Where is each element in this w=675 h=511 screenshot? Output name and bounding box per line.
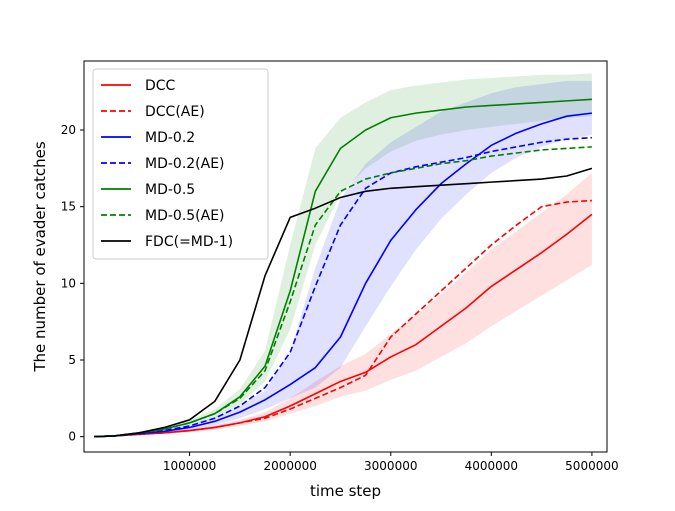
legend-label: DCC(AE) xyxy=(145,104,205,120)
legend-label: MD-0.2 xyxy=(145,130,195,146)
x-tick-label: 4000000 xyxy=(465,459,518,473)
md-0-2-band xyxy=(94,80,592,437)
md-0-2-line xyxy=(94,112,593,438)
dcc-line xyxy=(94,213,593,438)
legend-label: MD-0.2(AE) xyxy=(145,156,225,172)
x-axis-label: time step xyxy=(310,482,381,500)
y-tick-label: 0 xyxy=(68,430,76,444)
md-0-5-ae-line xyxy=(94,146,592,438)
fdc-md-1-line xyxy=(94,167,593,438)
legend: DCC DCC(AE) MD-0.2 MD-0.2(AE) MD-0.5 MD-0.5(A… xyxy=(92,68,269,260)
y-tick-label: 5 xyxy=(68,353,76,367)
y-tick-label: 10 xyxy=(61,276,76,290)
y-tick-label: 15 xyxy=(61,200,76,214)
dcc-ae-line xyxy=(94,199,592,438)
x-tick-label: 5000000 xyxy=(565,459,618,473)
md-0-2-ae-line xyxy=(94,136,592,438)
legend-label: MD-0.5(AE) xyxy=(145,208,225,224)
series-lines xyxy=(94,98,593,438)
x-tick-label: 2000000 xyxy=(263,459,316,473)
x-axis-ticks: 1000000 2000000 3000000 4000000 5000000 xyxy=(163,452,619,473)
x-tick-label: 3000000 xyxy=(364,459,417,473)
y-tick-label: 20 xyxy=(61,123,76,137)
legend-label: FDC(=MD-1) xyxy=(145,234,233,250)
legend-label: DCC xyxy=(145,78,176,94)
x-tick-label: 1000000 xyxy=(163,459,216,473)
legend-label: MD-0.5 xyxy=(145,182,195,198)
legend-box xyxy=(92,68,269,260)
plot-frame xyxy=(83,60,608,453)
y-axis-ticks: 0 5 10 15 20 xyxy=(61,123,84,444)
y-axis-label: The number of evader catches xyxy=(31,141,49,372)
dcc-band xyxy=(94,172,592,437)
md-0-5-line xyxy=(94,98,592,438)
